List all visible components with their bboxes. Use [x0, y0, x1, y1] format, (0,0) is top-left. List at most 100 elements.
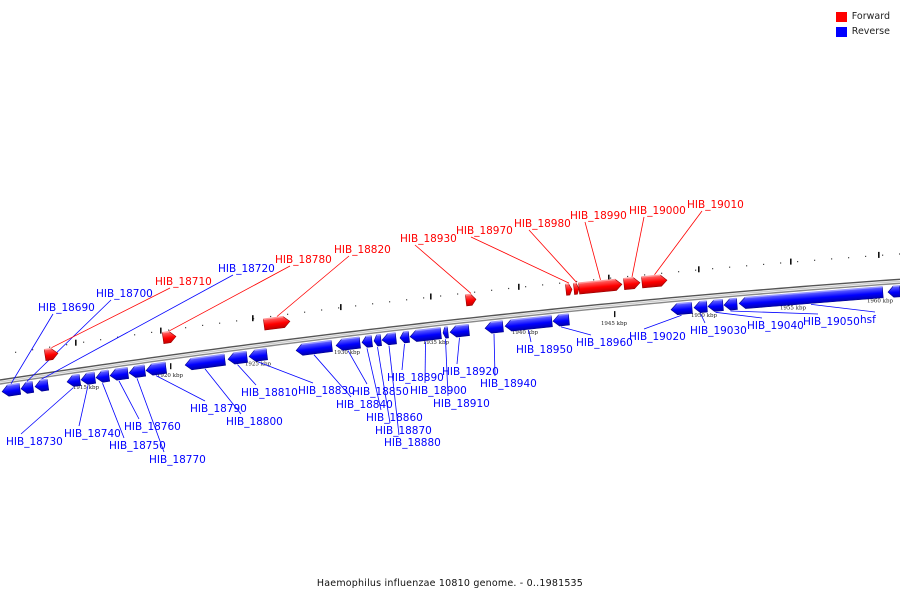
gene-arrow[interactable] — [573, 282, 580, 295]
gene-arrow[interactable] — [399, 330, 410, 344]
gene-arrow[interactable] — [361, 335, 373, 348]
strand-legend: Forward Reverse — [835, 9, 890, 39]
scale-label: 1935 kbp — [423, 340, 450, 346]
gene-arrow[interactable] — [442, 326, 449, 339]
forward-swatch — [835, 11, 847, 22]
gene-label[interactable]: HIB_18950 — [516, 344, 573, 356]
gene-label[interactable]: HIB_18810 — [241, 387, 298, 399]
gene-label[interactable]: HIB_18770 — [149, 454, 206, 466]
legend-item-forward: Forward — [835, 9, 890, 24]
gene-arrow[interactable] — [295, 339, 333, 356]
gene-label[interactable]: HIB_18820 — [334, 244, 391, 256]
gene-label[interactable]: HIB_18740 — [64, 428, 121, 440]
gene-arrow[interactable] — [887, 285, 900, 298]
gene-label[interactable]: HIB_18690 — [38, 302, 95, 314]
gene-label[interactable]: HIB_18730 — [6, 436, 63, 448]
gene-label[interactable]: HIB_18900 — [410, 385, 467, 397]
gene-labels: HIB_18690HIB_18700HIB_18710HIB_18720HIB_… — [6, 199, 876, 466]
gene-arrow[interactable] — [484, 320, 504, 334]
gene-label[interactable]: HIB_18910 — [433, 398, 490, 410]
gene-label[interactable]: HIB_18940 — [480, 378, 537, 390]
gene-label[interactable]: HIB_18960 — [576, 337, 633, 349]
gene-arrow[interactable] — [578, 278, 623, 295]
gene-label[interactable]: HIB_18920 — [442, 366, 499, 378]
genome-caption: Haemophilus influenzae 10810 genome. - 0… — [316, 578, 584, 589]
scale-label: 1955 kbp — [780, 305, 807, 311]
gene-label[interactable]: HIB_18710 — [155, 276, 212, 288]
gene-label[interactable]: HIB_18750 — [109, 440, 166, 452]
label-leaders — [10, 210, 876, 453]
gene-label[interactable]: HIB_18780 — [275, 254, 332, 266]
gene-arrow[interactable] — [145, 361, 168, 376]
gene-label[interactable]: HIB_19050 — [803, 316, 860, 328]
gene-arrow[interactable] — [335, 336, 361, 351]
gene-arrow[interactable] — [66, 373, 82, 388]
gene-label[interactable]: HIB_18870 — [375, 425, 432, 437]
legend-item-reverse: Reverse — [835, 24, 890, 39]
gene-arrow[interactable] — [95, 369, 111, 383]
gene-arrow[interactable] — [623, 277, 641, 290]
scale-label: 1920 kbp — [157, 373, 184, 379]
gene-arrow[interactable] — [80, 371, 97, 385]
gene-label[interactable]: HIB_19000 — [629, 205, 686, 217]
genome-backbone — [0, 278, 900, 385]
gene-label[interactable]: HIB_18830 — [298, 385, 355, 397]
gene-label[interactable]: HIB_19020 — [629, 331, 686, 343]
scale-label: 1930 kbp — [334, 350, 361, 356]
gene-label[interactable]: HIB_18840 — [336, 399, 393, 411]
gene-label[interactable]: HIB_18850 — [352, 386, 409, 398]
gene-label[interactable]: HIB_18990 — [570, 210, 627, 222]
gene-label[interactable]: HIB_18760 — [124, 421, 181, 433]
gene-arrow[interactable] — [161, 331, 177, 344]
gene-arrow[interactable] — [263, 315, 291, 331]
gene-arrow[interactable] — [20, 380, 35, 395]
gene-arrow[interactable] — [738, 286, 884, 309]
gene-label[interactable]: HIB_19040 — [747, 320, 804, 332]
gene-arrow[interactable] — [373, 334, 382, 347]
gene-arrow[interactable] — [670, 301, 693, 316]
gene-label[interactable]: HIB_18790 — [190, 403, 247, 415]
gene-arrow[interactable] — [565, 283, 573, 296]
gene-arrow[interactable] — [109, 366, 130, 381]
scale-label: 1915 kbp — [73, 385, 100, 391]
gene-arrows — [1, 274, 900, 398]
scale-label: 1940 kbp — [512, 330, 539, 336]
gene-arrow[interactable] — [449, 323, 470, 338]
gene-label[interactable]: HIB_18800 — [226, 416, 283, 428]
gene-arrow[interactable] — [707, 298, 724, 312]
gene-arrow[interactable] — [34, 378, 50, 392]
gene-label[interactable]: HIB_18700 — [96, 288, 153, 300]
legend-label: Forward — [851, 11, 890, 22]
gene-arrow[interactable] — [184, 353, 226, 371]
gene-label[interactable]: hsf — [860, 314, 876, 326]
gene-label[interactable]: HIB_18970 — [456, 225, 513, 237]
gene-arrow[interactable] — [723, 297, 738, 311]
gene-label[interactable]: HIB_18890 — [387, 372, 444, 384]
gene-arrow[interactable] — [465, 293, 477, 307]
gene-arrow[interactable] — [641, 274, 668, 289]
scale-label: 1945 kbp — [601, 321, 628, 327]
gene-arrow[interactable] — [1, 382, 22, 398]
gene-label[interactable]: HIB_18930 — [400, 233, 457, 245]
gene-arrow[interactable] — [43, 347, 59, 361]
gene-arrow[interactable] — [693, 300, 708, 313]
gene-label[interactable]: HIB_18980 — [514, 218, 571, 230]
gene-label[interactable]: HIB_18720 — [218, 263, 275, 275]
gene-label[interactable]: HIB_19030 — [690, 325, 747, 337]
gene-label[interactable]: HIB_19010 — [687, 199, 744, 211]
gene-arrow[interactable] — [128, 364, 147, 378]
gene-arrow[interactable] — [227, 350, 248, 365]
legend-label: Reverse — [851, 26, 890, 37]
scale-label: 1960 kbp — [867, 299, 894, 305]
gene-label[interactable]: HIB_18880 — [384, 437, 441, 449]
scale-label: 1925 kbp — [245, 361, 272, 367]
gene-arrow[interactable] — [552, 313, 570, 327]
gene-arrow[interactable] — [504, 315, 553, 332]
gene-arrow[interactable] — [381, 332, 397, 346]
gene-arrow[interactable] — [409, 327, 442, 342]
gene-label[interactable]: HIB_18860 — [366, 412, 423, 424]
reverse-swatch — [835, 26, 847, 37]
gene-arrow[interactable] — [248, 348, 268, 362]
scale-label: 1950 kbp — [691, 313, 718, 319]
